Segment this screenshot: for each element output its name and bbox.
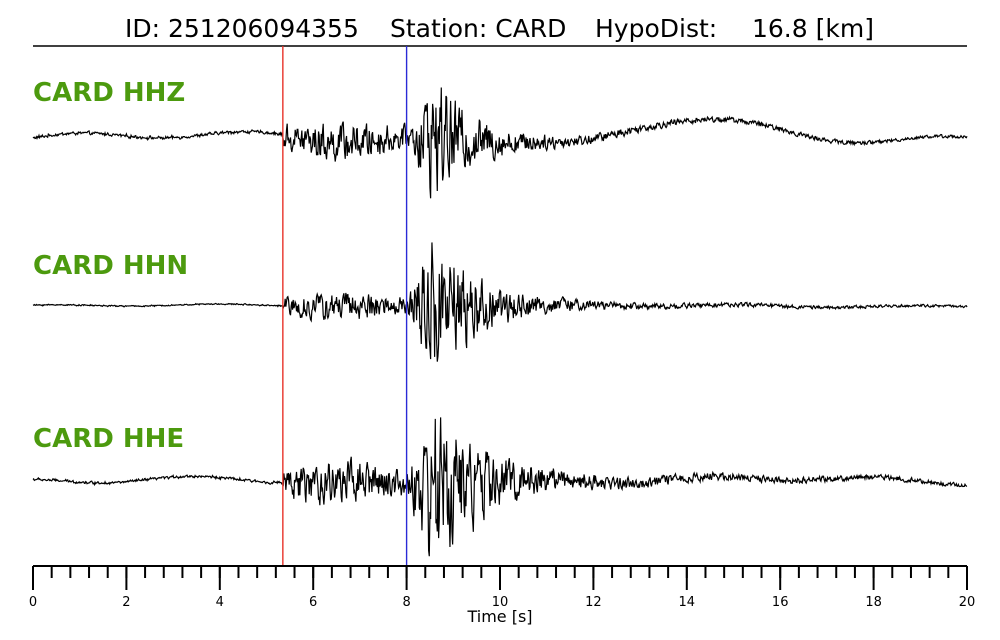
tick-label: 2 <box>122 595 130 610</box>
figure-title: ID: 251206094355 Station: CARD HypoDist:… <box>125 14 874 43</box>
tick-label: 14 <box>679 595 696 610</box>
station-text: Station: CARD <box>390 14 566 43</box>
major-ticks <box>32 566 968 590</box>
time-axis: 0 2 4 6 8 10 12 14 16 18 20 Time [s] <box>29 565 975 626</box>
tick-label: 16 <box>772 595 789 610</box>
x-axis-label: Time [s] <box>466 607 532 626</box>
waveform-traces <box>32 87 968 557</box>
tick-label: 0 <box>29 595 37 610</box>
tick-labels: 0 2 4 6 8 10 12 14 16 18 20 <box>29 595 975 610</box>
tick-label: 20 <box>959 595 976 610</box>
tick-label: 8 <box>402 595 410 610</box>
tick-label: 6 <box>309 595 317 610</box>
channel-label-hhz: CARD HHZ <box>33 78 185 108</box>
tick-label: 10 <box>492 595 509 610</box>
trace-hhz <box>32 87 968 199</box>
hypodist-label: HypoDist: <box>595 14 717 43</box>
trace-hhe <box>32 417 968 557</box>
channel-label-hhn: CARD HHN <box>33 251 188 281</box>
trace-hhn <box>32 242 968 362</box>
event-id-text: ID: 251206094355 <box>125 14 359 43</box>
hypodist-value: 16.8 [km] <box>752 14 874 43</box>
tick-label: 4 <box>216 595 224 610</box>
tick-label: 18 <box>865 595 882 610</box>
tick-label: 12 <box>585 595 602 610</box>
channel-label-hhe: CARD HHE <box>33 424 184 454</box>
